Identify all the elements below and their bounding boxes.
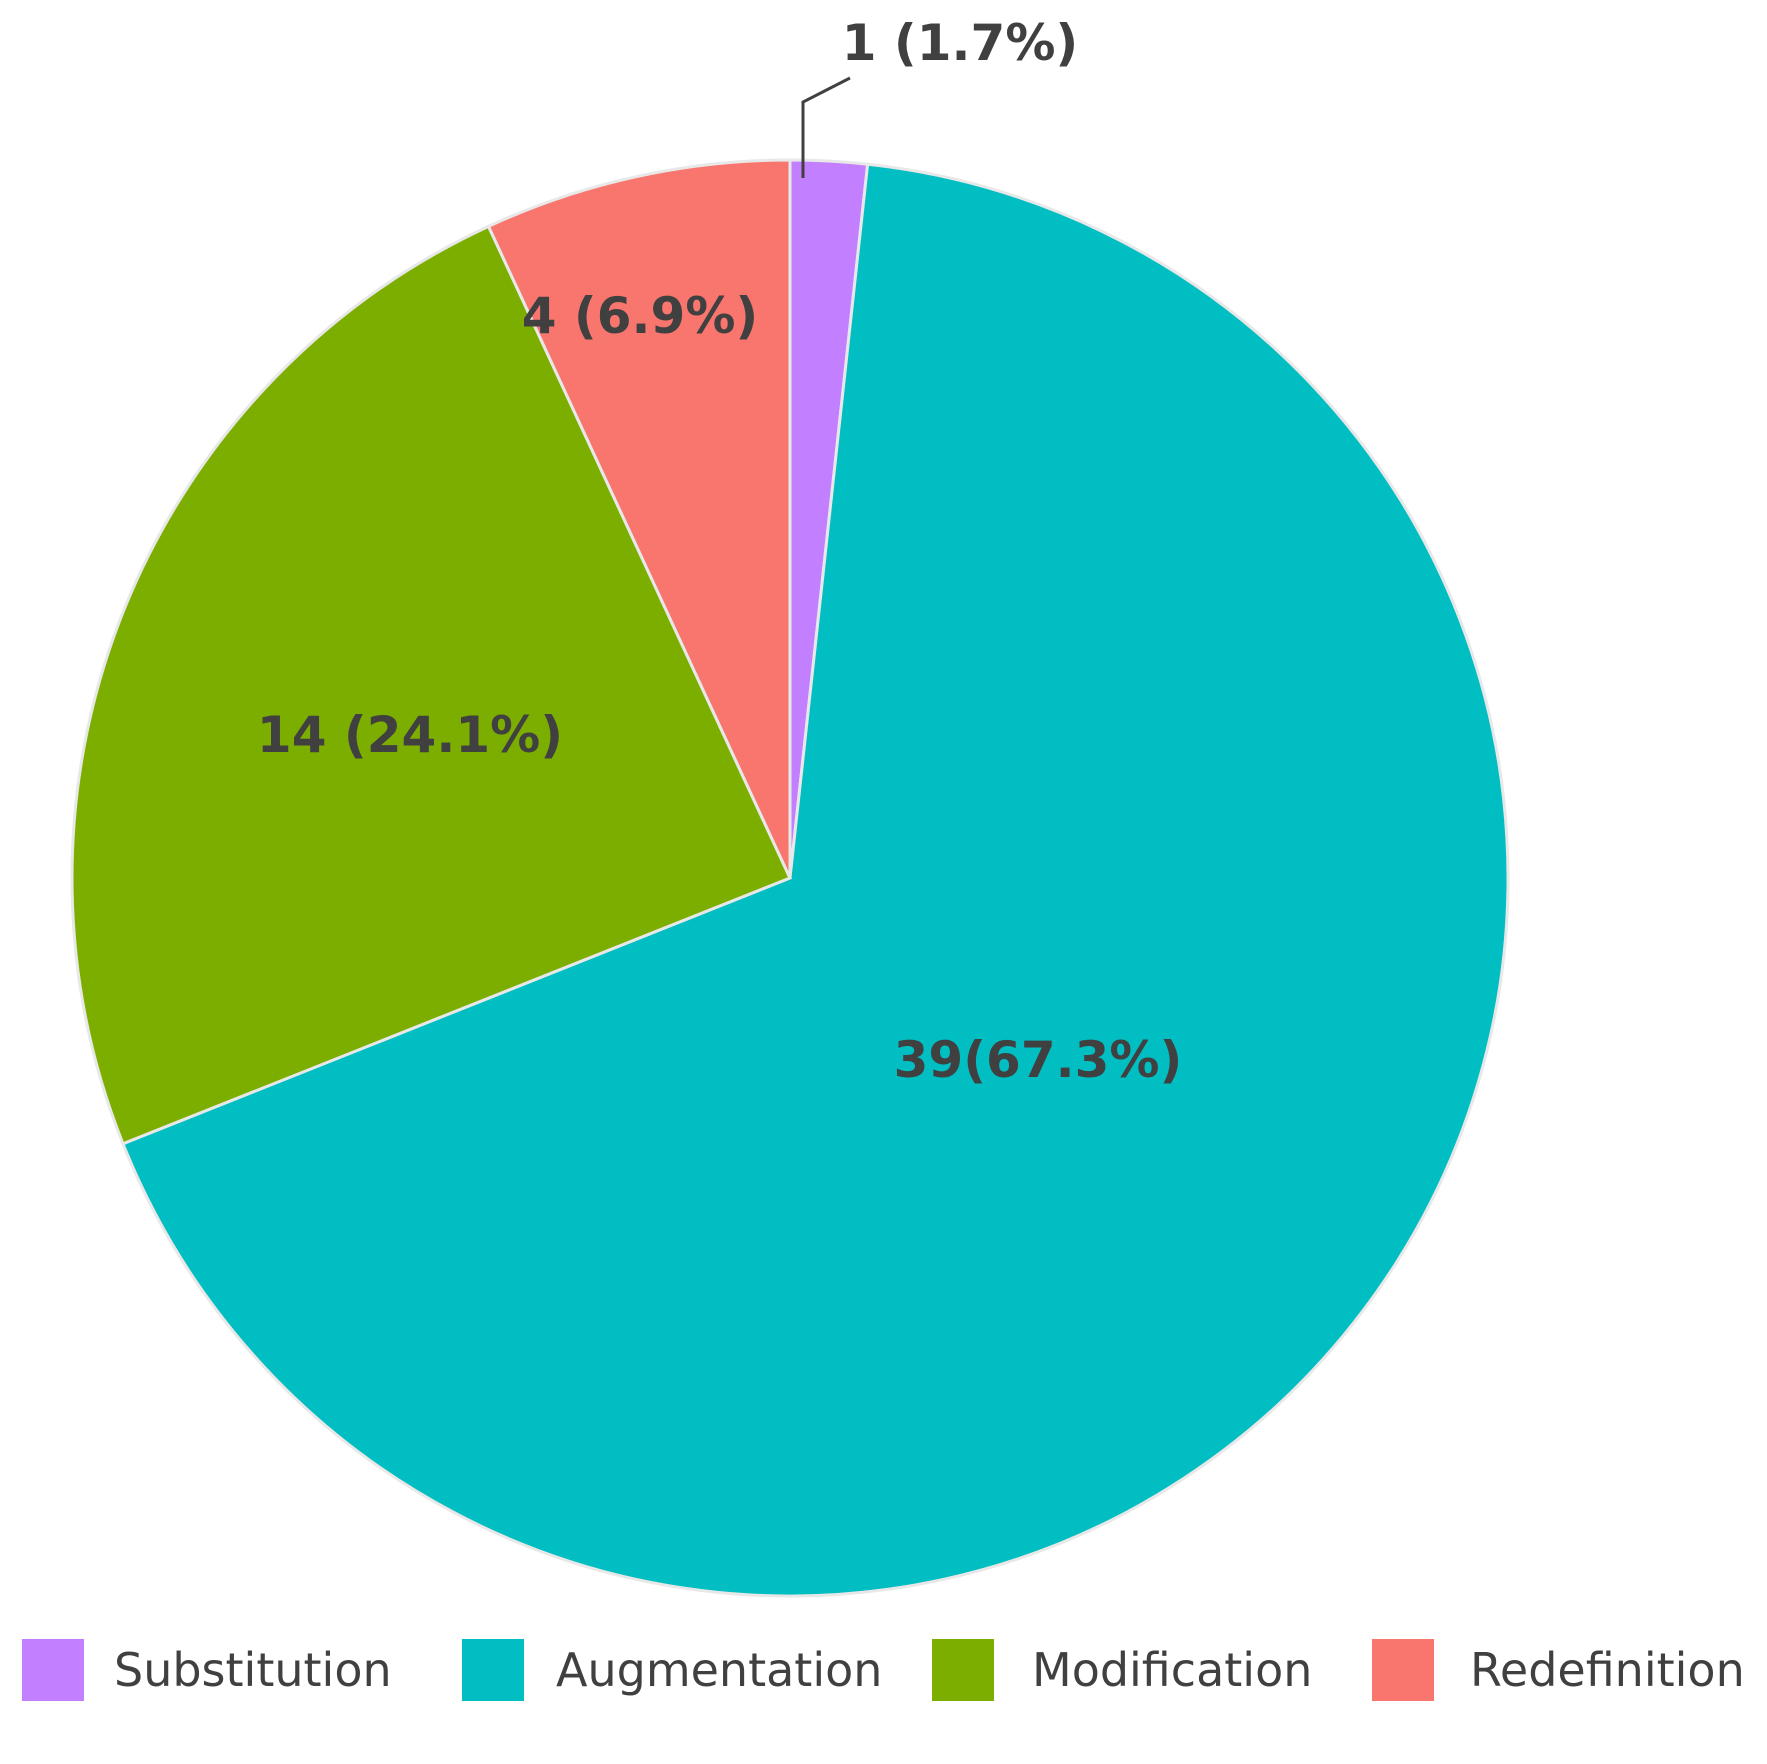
- data-label-modification: 14 (24.1%): [257, 706, 563, 764]
- data-label-redefinition: 4 (6.9%): [522, 287, 759, 345]
- pie-slices: [70, 158, 1510, 1598]
- legend: Substitution Augmentation Modification Rede…: [22, 1639, 1745, 1701]
- data-label-substitution: 1 (1.7%): [842, 14, 1079, 72]
- legend-swatch-modification: [932, 1639, 994, 1701]
- legend-label-modification: Modification: [1032, 1643, 1312, 1697]
- legend-swatch-redefinition: [1372, 1639, 1434, 1701]
- data-label-augmentation: 39(67.3%): [894, 1031, 1183, 1089]
- pie-data-labels: 1 (1.7%) 39(67.3%) 14 (24.1%) 4 (6.9%): [257, 14, 1182, 1089]
- legend-label-augmentation: Augmentation: [556, 1643, 882, 1697]
- legend-label-redefinition: Redefinition: [1470, 1643, 1745, 1697]
- pie-slice-augmentation: [121, 162, 1510, 1598]
- legend-label-substitution: Substitution: [114, 1643, 392, 1697]
- legend-swatch-substitution: [22, 1639, 84, 1701]
- pie-slice-redefinition: [486, 158, 792, 879]
- leader-line-substitution: [801, 76, 851, 178]
- pie-slice-modification: [70, 224, 793, 1146]
- legend-swatch-augmentation: [462, 1639, 524, 1701]
